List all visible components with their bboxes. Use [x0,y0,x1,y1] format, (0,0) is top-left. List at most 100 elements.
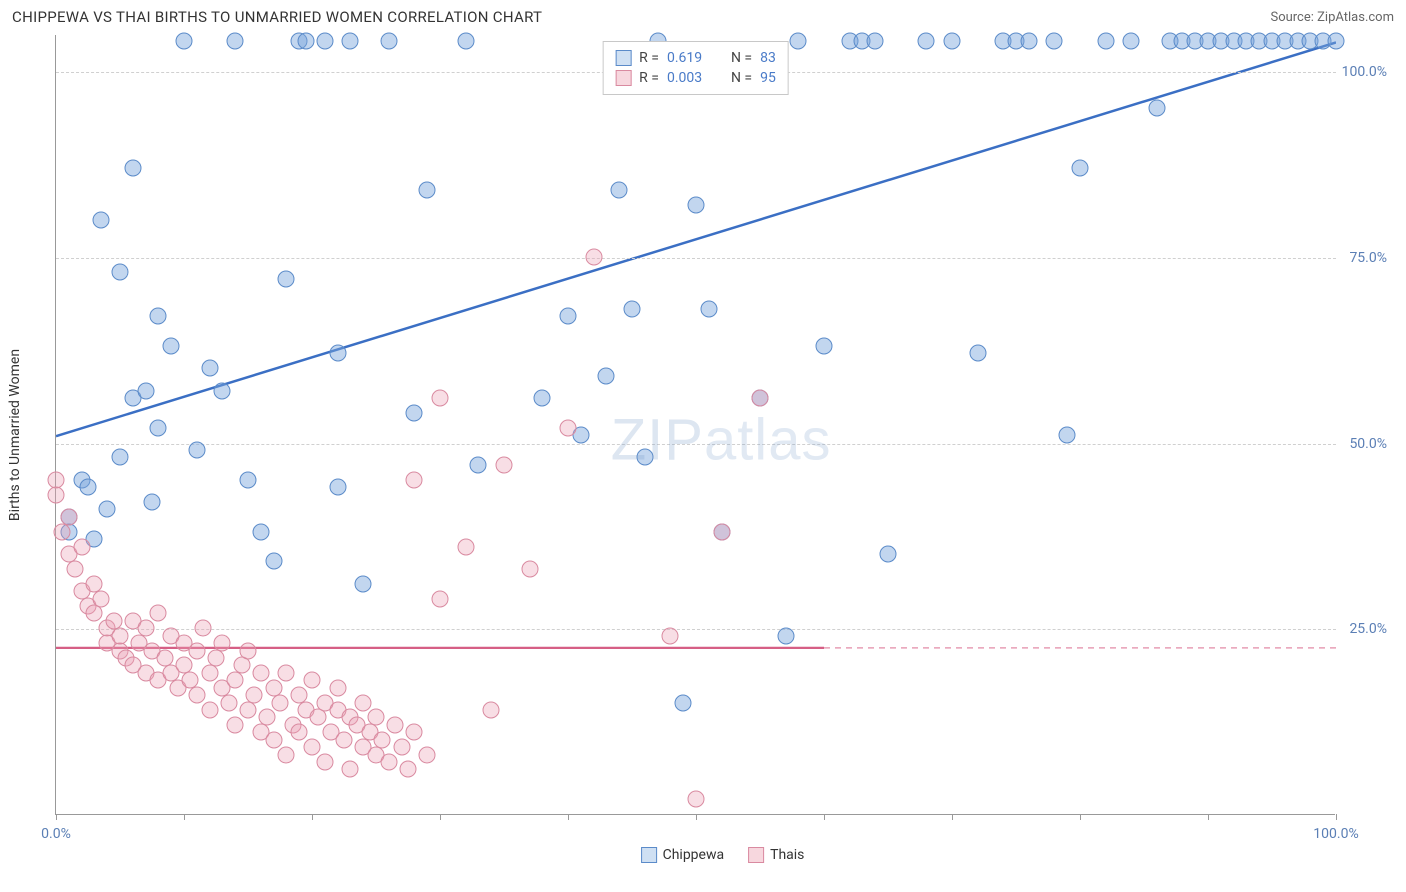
legend-r-label: R = [639,70,659,86]
data-point [150,605,167,622]
data-point [201,664,218,681]
data-point [470,456,487,473]
data-point [252,664,269,681]
data-point [380,33,397,50]
x-tick [312,814,313,820]
data-point [48,486,65,503]
data-point [240,471,257,488]
data-point [272,694,289,711]
data-point [777,627,794,644]
x-tick [952,814,953,820]
data-point [688,196,705,213]
data-point [700,300,717,317]
data-point [220,694,237,711]
data-point [201,360,218,377]
x-tick [440,814,441,820]
legend-correlation: R = 0.619 N = 83 R = 0.003 N = 95 [602,41,789,95]
data-point [316,754,333,771]
legend-n-label: N = [731,70,752,86]
data-point [137,620,154,637]
data-point [86,605,103,622]
data-point [112,263,129,280]
data-point [227,672,244,689]
data-point [816,338,833,355]
chart-title: CHIPPEWA VS THAI BIRTHS TO UNMARRIED WOM… [12,8,542,26]
data-point [387,716,404,733]
legend-row-chippewa: R = 0.619 N = 83 [615,48,776,68]
data-point [278,664,295,681]
data-point [195,620,212,637]
data-point [969,345,986,362]
data-point [1072,159,1089,176]
data-point [329,679,346,696]
y-tick-label: 75.0% [1349,250,1387,266]
data-point [278,271,295,288]
data-point [67,560,84,577]
data-point [1097,33,1114,50]
data-point [208,650,225,667]
data-point [188,687,205,704]
data-point [1148,100,1165,117]
data-point [214,635,231,652]
data-point [73,538,90,555]
data-point [246,687,263,704]
data-point [188,442,205,459]
data-point [419,746,436,763]
data-point [713,523,730,540]
legend-row-thais: R = 0.003 N = 95 [615,68,776,88]
y-tick-label: 100.0% [1342,64,1387,80]
data-point [227,716,244,733]
data-point [521,560,538,577]
data-point [419,182,436,199]
data-point [329,345,346,362]
data-point [112,449,129,466]
data-point [1328,33,1345,50]
data-point [918,33,935,50]
data-point [374,731,391,748]
data-point [675,694,692,711]
data-point [124,159,141,176]
data-point [291,724,308,741]
data-point [1123,33,1140,50]
legend-item-thais: Thais [748,847,804,863]
x-tick [1080,814,1081,820]
data-point [457,33,474,50]
data-point [380,754,397,771]
data-point [560,308,577,325]
data-point [598,367,615,384]
data-point [316,33,333,50]
plot-area: ZIPatlas R = 0.619 N = 83 R = 0.003 N = … [55,35,1335,815]
data-point [150,419,167,436]
data-point [304,672,321,689]
y-tick-label: 50.0% [1349,436,1387,452]
chart-container: Births to Unmarried Women ZIPatlas R = 0… [55,35,1390,835]
x-tick [696,814,697,820]
chart-header: CHIPPEWA VS THAI BIRTHS TO UNMARRIED WOM… [0,0,1406,30]
x-tick [1208,814,1209,820]
data-point [355,694,372,711]
data-point [406,724,423,741]
legend-swatch-icon [748,847,764,863]
data-point [278,746,295,763]
data-point [406,404,423,421]
data-point [336,731,353,748]
data-point [624,300,641,317]
data-point [227,33,244,50]
data-point [150,308,167,325]
y-axis-label: Births to Unmarried Women [7,349,23,521]
legend-swatch-icon [615,50,631,66]
x-tick [1336,814,1337,820]
data-point [214,382,231,399]
data-point [137,382,154,399]
x-tick [568,814,569,820]
data-point [355,575,372,592]
x-tick-label: 0.0% [41,826,71,842]
data-point [265,553,282,570]
data-point [944,33,961,50]
legend-r-value: 0.003 [667,70,717,86]
grid-line [56,444,1336,445]
legend-label: Chippewa [663,847,725,863]
data-point [432,390,449,407]
data-point [560,419,577,436]
data-point [1020,33,1037,50]
